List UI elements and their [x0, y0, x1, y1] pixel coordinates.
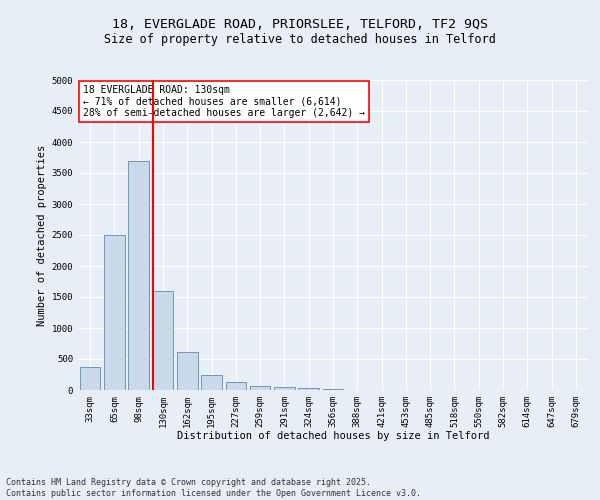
Bar — [201, 374, 222, 390]
Text: Size of property relative to detached houses in Telford: Size of property relative to detached ho… — [104, 32, 496, 46]
Text: Contains HM Land Registry data © Crown copyright and database right 2025.
Contai: Contains HM Land Registry data © Crown c… — [6, 478, 421, 498]
Bar — [226, 382, 246, 390]
Bar — [152, 291, 173, 390]
X-axis label: Distribution of detached houses by size in Telford: Distribution of detached houses by size … — [177, 432, 489, 442]
Bar — [298, 388, 319, 390]
Bar — [128, 160, 149, 390]
Bar — [80, 367, 100, 390]
Bar — [104, 235, 125, 390]
Y-axis label: Number of detached properties: Number of detached properties — [37, 144, 47, 326]
Bar — [177, 352, 197, 390]
Bar — [274, 386, 295, 390]
Text: 18 EVERGLADE ROAD: 130sqm
← 71% of detached houses are smaller (6,614)
28% of se: 18 EVERGLADE ROAD: 130sqm ← 71% of detac… — [83, 84, 365, 118]
Bar — [250, 386, 271, 390]
Text: 18, EVERGLADE ROAD, PRIORSLEE, TELFORD, TF2 9QS: 18, EVERGLADE ROAD, PRIORSLEE, TELFORD, … — [112, 18, 488, 30]
